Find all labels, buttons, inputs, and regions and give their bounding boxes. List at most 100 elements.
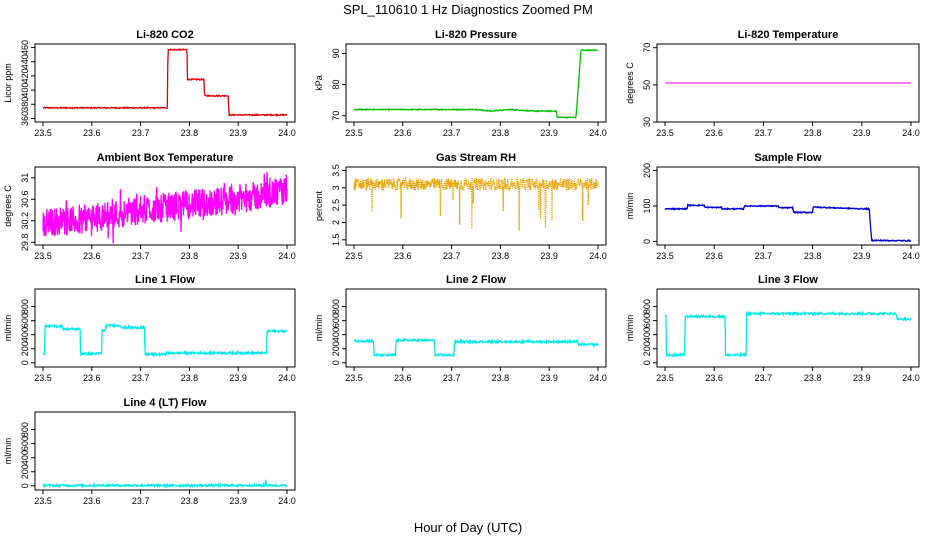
ambient-box-temperature-y-tick-label: 31 xyxy=(20,173,30,183)
line-4-lt-flow-plot-frame xyxy=(34,411,296,491)
li-820-co2-x-tick-label: 24.0 xyxy=(278,128,296,138)
line-1-flow-series-line xyxy=(42,322,288,358)
sample-flow-y-tick-label: 100 xyxy=(642,198,652,213)
sample-flow-series-line xyxy=(664,203,912,243)
line-3-flow-y-axis-label: ml/min xyxy=(625,315,635,342)
li-820-co2-series-line xyxy=(42,48,288,117)
line-3-flow-x-tick-label: 24.0 xyxy=(902,373,920,383)
line-2-flow-y-axis-label: ml/min xyxy=(314,315,324,342)
line-3-flow-y-tick-label: 800 xyxy=(642,299,652,314)
sample-flow-y-axis-label: ml/min xyxy=(625,193,635,220)
line-2-flow-y-tick-label: 600 xyxy=(331,313,341,328)
line-2-flow-x-tick-label: 23.6 xyxy=(394,373,412,383)
gas-stream-rh-title: Gas Stream RH xyxy=(436,152,516,164)
panel-li-820-co2: Li-820 CO2 Licor ppm 23.5 23.6 23.7 23.8 23.9 2… xyxy=(3,29,296,138)
gas-stream-rh-x-tick-label: 23.7 xyxy=(443,251,461,261)
line-3-flow-y-tick-label: 400 xyxy=(642,327,652,342)
li-820-pressure-y-tick-label: 80 xyxy=(331,80,341,90)
panel-sample-flow: Sample Flow ml/min 23.5 23.6 23.7 23.8 23.9 24.… xyxy=(625,152,920,261)
line-4-lt-flow-y-tick-label: 200 xyxy=(20,464,30,479)
gas-stream-rh-x-tick-label: 23.9 xyxy=(540,251,558,261)
line-4-lt-flow-x-tick-label: 23.6 xyxy=(83,496,101,506)
sample-flow-x-tick-label: 23.7 xyxy=(755,251,773,261)
li-820-pressure-x-tick-label: 23.8 xyxy=(492,128,510,138)
line-1-flow-y-axis-label: ml/min xyxy=(3,315,13,342)
ambient-box-temperature-y-tick-label: 30.6 xyxy=(20,191,30,209)
line-2-flow-series-line xyxy=(353,337,599,358)
gas-stream-rh-y-tick-label: 2 xyxy=(331,220,341,225)
line-3-flow-x-tick-label: 23.9 xyxy=(853,373,871,383)
line-4-lt-flow-series-line xyxy=(42,478,288,489)
ambient-box-temperature-title: Ambient Box Temperature xyxy=(97,152,234,164)
line-2-flow-x-tick-label: 23.8 xyxy=(492,373,510,383)
ambient-box-temperature-plot-frame xyxy=(34,166,296,246)
gas-stream-rh-y-tick-label: 1.5 xyxy=(331,234,341,247)
line-4-lt-flow-x-tick-label: 23.8 xyxy=(181,496,199,506)
line-1-flow-y-tick-label: 400 xyxy=(20,327,30,342)
gas-stream-rh-x-tick-label: 23.6 xyxy=(394,251,412,261)
gas-stream-rh-x-tick-label: 23.8 xyxy=(492,251,510,261)
li-820-pressure-plot-frame xyxy=(345,43,607,123)
li-820-co2-x-tick-label: 23.7 xyxy=(132,128,150,138)
gas-stream-rh-y-axis-label: percent xyxy=(314,190,324,221)
li-820-temperature-x-tick-label: 23.5 xyxy=(656,128,674,138)
line-1-flow-y-tick-label: 800 xyxy=(20,299,30,314)
li-820-pressure-series-line xyxy=(353,48,598,119)
line-1-flow-x-tick-label: 24.0 xyxy=(278,373,296,383)
gas-stream-rh-y-tick-label: 3.5 xyxy=(331,164,341,177)
li-820-temperature-y-tick-label: 70 xyxy=(642,43,652,53)
panel-line-4-lt-flow: Line 4 (LT) Flow ml/min 23.5 23.6 23.7 23.8 23… xyxy=(3,397,296,506)
line-4-lt-flow-y-axis-label: ml/min xyxy=(3,438,13,465)
gas-stream-rh-plot-frame xyxy=(345,166,607,246)
line-2-flow-x-tick-label: 23.7 xyxy=(443,373,461,383)
line-2-flow-x-tick-label: 23.5 xyxy=(345,373,363,383)
li-820-temperature-x-tick-label: 23.6 xyxy=(705,128,723,138)
ambient-box-temperature-x-tick-label: 23.7 xyxy=(132,251,150,261)
ambient-box-temperature-y-tick-label: 29.8 xyxy=(20,234,30,252)
sample-flow-x-tick-label: 23.9 xyxy=(853,251,871,261)
gas-stream-rh-series-line xyxy=(353,176,599,231)
line-4-lt-flow-x-tick-label: 23.9 xyxy=(229,496,247,506)
li-820-co2-x-tick-label: 23.5 xyxy=(34,128,52,138)
li-820-co2-y-axis-label: Licor ppm xyxy=(3,63,13,103)
sample-flow-title: Sample Flow xyxy=(754,152,822,164)
li-820-temperature-y-tick-label: 50 xyxy=(642,80,652,90)
li-820-temperature-y-axis-label: degrees C xyxy=(625,62,635,104)
figure-x-axis-label: Hour of Day (UTC) xyxy=(414,520,522,535)
gas-stream-rh-y-tick-label: 2.5 xyxy=(331,199,341,212)
ambient-box-temperature-x-tick-label: 24.0 xyxy=(278,251,296,261)
panel-line-1-flow: Line 1 Flow ml/min 23.5 23.6 23.7 23.8 23.9 24.… xyxy=(3,274,296,383)
li-820-pressure-y-tick-label: 90 xyxy=(331,48,341,58)
ambient-box-temperature-x-tick-label: 23.6 xyxy=(83,251,101,261)
line-4-lt-flow-y-tick-label: 0 xyxy=(20,483,30,488)
line-2-flow-x-tick-label: 23.9 xyxy=(540,373,558,383)
li-820-pressure-x-tick-label: 23.7 xyxy=(443,128,461,138)
line-1-flow-plot-frame xyxy=(34,288,296,368)
line-2-flow-plot-frame xyxy=(345,288,607,368)
line-3-flow-x-tick-label: 23.6 xyxy=(705,373,723,383)
line-4-lt-flow-y-tick-label: 800 xyxy=(20,422,30,437)
line-4-lt-flow-title: Line 4 (LT) Flow xyxy=(124,397,207,409)
ambient-box-temperature-y-tick-label: 30.2 xyxy=(20,212,30,230)
li-820-temperature-y-tick-label: 30 xyxy=(642,117,652,127)
line-4-lt-flow-x-tick-label: 23.5 xyxy=(34,496,52,506)
panel-li-820-pressure: Li-820 Pressure kPa 23.5 23.6 23.7 23.8 23.9 24… xyxy=(314,29,607,138)
ambient-box-temperature-x-tick-label: 23.9 xyxy=(229,251,247,261)
line-1-flow-y-tick-label: 200 xyxy=(20,341,30,356)
gas-stream-rh-y-tick-label: 3 xyxy=(331,185,341,190)
line-2-flow-y-tick-label: 200 xyxy=(331,341,341,356)
li-820-co2-x-tick-label: 23.9 xyxy=(229,128,247,138)
panel-ambient-box-temperature: Ambient Box Temperature degrees C 23.5 23.6… xyxy=(3,152,296,261)
li-820-pressure-y-axis-label: kPa xyxy=(314,75,324,91)
li-820-co2-x-tick-label: 23.8 xyxy=(181,128,199,138)
li-820-co2-y-tick-label: 360 xyxy=(20,111,30,126)
gas-stream-rh-x-tick-label: 23.5 xyxy=(345,251,363,261)
line-2-flow-y-tick-label: 400 xyxy=(331,327,341,342)
panel-line-3-flow: Line 3 Flow ml/min 23.5 23.6 23.7 23.8 23.9 24.… xyxy=(625,274,920,383)
line-1-flow-x-tick-label: 23.5 xyxy=(34,373,52,383)
sample-flow-x-tick-label: 23.6 xyxy=(705,251,723,261)
line-3-flow-y-tick-label: 600 xyxy=(642,313,652,328)
gas-stream-rh-x-tick-label: 24.0 xyxy=(589,251,607,261)
li-820-co2-title: Li-820 CO2 xyxy=(136,29,193,41)
